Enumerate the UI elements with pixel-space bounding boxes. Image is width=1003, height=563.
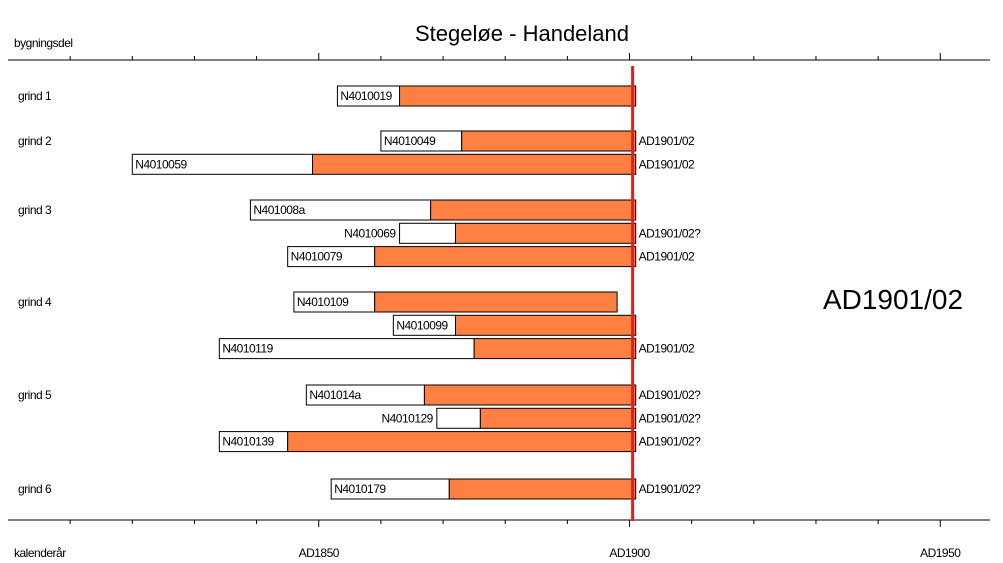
y-axis-title: bygningsdel [14,36,73,50]
sample-label: N4010179 [334,482,386,496]
sample-label: N401008a [253,203,305,217]
sample-label: N4010129 [381,411,433,425]
sample-bar-heartwood [461,130,637,152]
group-label: grind 5 [18,388,52,402]
felling-label: AD1901/02 [823,284,963,315]
group-label: grind 4 [18,295,52,309]
date-label: AD1901/02? [639,411,702,425]
sample-bar-heartwood [430,199,637,221]
sample-label: N4010109 [297,295,349,309]
date-label: AD1901/02 [639,157,695,171]
date-label: AD1901/02? [639,435,702,449]
sample-bar-heartwood [374,291,618,313]
group-label: grind 6 [18,482,52,496]
sample-label: N4010019 [340,89,392,103]
group-label: grind 2 [18,134,52,148]
sample-bar-heartwood [473,338,637,360]
x-tick-label: AD1900 [609,546,650,560]
group-label: grind 1 [18,89,52,103]
date-label: AD1901/02? [639,388,702,402]
sample-bar-heartwood [448,478,637,500]
x-axis-title: kalenderår [14,546,66,560]
x-tick-label: AD1850 [299,546,340,560]
sample-label: N4010069 [344,226,396,240]
sample-bar-heartwood [399,85,637,107]
date-label: AD1901/02 [639,342,695,356]
sample-bar-heartwood [374,246,637,268]
sample-bar-heartwood [479,407,637,429]
group-labels: grind 1 grind 2 grind 3 grind 4 grind 5 grind… [18,89,53,496]
bars: N4010019 N4010049 N4010059 N401008a N4010069… [131,85,637,500]
date-label: AD1901/02 [639,250,695,264]
sample-bar-heartwood [287,431,637,453]
sample-bar-heartwood [454,314,637,336]
sample-label: N4010139 [222,435,274,449]
x-tick-label: AD1950 [920,546,961,560]
axes: AD1850 AD1900 AD1950 [8,53,990,560]
chart-title: Stegeløe - Handeland [415,21,629,46]
sample-label: N4010049 [384,134,436,148]
date-labels: AD1901/02 AD1901/02 AD1901/02? AD1901/02 AD1… [639,134,702,496]
sample-label: N4010059 [135,157,187,171]
sample-bar-heartwood [423,384,637,406]
sample-bar-heartwood [312,153,637,175]
date-label: AD1901/02? [639,226,702,240]
group-label: grind 3 [18,203,52,217]
sample-label: N401014a [309,388,361,402]
sample-label: N4010079 [291,250,343,264]
sample-label: N4010099 [396,318,448,332]
date-label: AD1901/02 [639,134,695,148]
sample-bar-sapwood [399,222,456,244]
sample-label: N4010119 [222,342,273,356]
sample-bar-sapwood [436,407,481,429]
sample-bar-heartwood [454,222,637,244]
date-label: AD1901/02? [639,482,702,496]
